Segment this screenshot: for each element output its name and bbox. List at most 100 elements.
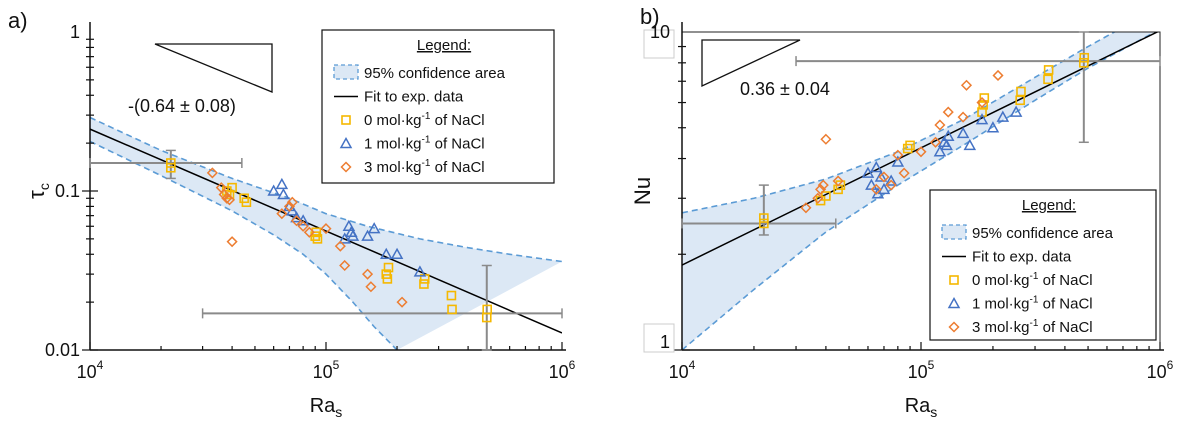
data-point <box>283 200 296 212</box>
data-point <box>817 179 829 191</box>
band-lower-edge <box>90 140 398 350</box>
y-tick-label-box <box>643 29 675 59</box>
data-point <box>1079 58 1089 68</box>
legend-marker-s1 <box>947 296 961 309</box>
legend-fit-label: Fit to exp. data <box>972 249 1072 266</box>
legend-label-s3: 3 mol·kg-1 of NaCl <box>364 158 485 176</box>
data-point <box>166 158 176 168</box>
data-point <box>960 79 973 91</box>
series-s3 <box>206 167 408 308</box>
legend: Legend: 95% confidence area Fit to exp. da… <box>321 29 555 184</box>
data-point <box>942 106 954 118</box>
data-point <box>979 93 990 103</box>
ticks <box>674 45 1161 351</box>
y-axis-label: Nu <box>630 177 655 205</box>
data-point <box>206 167 218 179</box>
legend-label-s1: 1 mol·kg-1 of NaCl <box>972 295 1093 313</box>
band-upper-edge <box>90 116 562 263</box>
y-axis-label: τc <box>24 183 52 199</box>
x-axis-label: Ras <box>310 395 343 420</box>
data-point <box>383 262 394 273</box>
legend-band-label: 95% confidence area <box>972 225 1114 242</box>
data-point <box>820 133 832 145</box>
panel-label: b) <box>640 4 660 29</box>
legend-fit-label: Fit to exp. data <box>364 89 464 106</box>
data-point <box>1079 52 1090 63</box>
panel-a: a) 104 105 106 0.01 0.1 1 Ras τc -(0.64 ± 0.08) Le… <box>8 8 576 420</box>
data-point <box>874 170 888 182</box>
data-point <box>956 126 970 139</box>
data-point <box>992 69 1004 82</box>
data-point <box>276 208 288 220</box>
slope-label: -(0.64 ± 0.08) <box>128 96 236 116</box>
data-point <box>413 265 427 277</box>
data-point <box>365 281 377 293</box>
x-tick-label: 106 <box>549 358 576 382</box>
data-point <box>898 167 910 179</box>
legend-band-label: 95% confidence area <box>364 65 506 82</box>
slope-triangle-shape <box>701 39 801 88</box>
y-tick-label: 1 <box>70 22 80 42</box>
data-point <box>870 160 883 173</box>
data-point <box>226 236 238 248</box>
data-point <box>884 174 898 186</box>
data-point <box>902 143 913 154</box>
data-point <box>915 146 927 158</box>
band-upper-edge <box>682 32 1117 214</box>
data-point <box>800 202 812 214</box>
legend-label-s0: 0 mol·kg-1 of NaCl <box>364 111 485 129</box>
data-point <box>759 218 769 229</box>
data-point <box>446 290 457 301</box>
data-point <box>303 226 315 238</box>
data-point <box>367 222 381 234</box>
legend-band-swatch <box>941 224 967 240</box>
legend-marker-s1 <box>339 136 353 149</box>
data-point <box>963 138 977 151</box>
data-point <box>832 175 844 187</box>
data-point <box>870 183 882 195</box>
error-bar <box>795 31 1161 144</box>
y-tick-label: 0.1 <box>55 181 80 201</box>
data-point <box>482 304 492 315</box>
legend-title: Legend: <box>417 37 471 54</box>
data-point <box>892 149 904 161</box>
data-point <box>835 180 846 190</box>
data-point <box>759 213 769 223</box>
data-point <box>1043 65 1054 75</box>
data-point <box>975 113 989 125</box>
data-point <box>221 192 233 204</box>
y-tick-label: 0.01 <box>45 340 80 360</box>
data-point <box>419 279 429 289</box>
data-point <box>390 247 404 260</box>
series-s1 <box>861 105 1023 199</box>
data-point <box>933 145 947 157</box>
legend-label-s0: 0 mol·kg-1 of NaCl <box>972 271 1093 289</box>
data-point <box>227 182 237 193</box>
data-point <box>878 171 890 183</box>
data-point <box>286 196 298 208</box>
data-point <box>861 166 875 178</box>
legend-marker-s3 <box>340 161 352 173</box>
legend-label-s1: 1 mol·kg-1 of NaCl <box>364 135 485 153</box>
slope-triangle-shape <box>154 43 273 93</box>
y-tick-label-box <box>643 323 675 353</box>
data-point <box>297 220 309 232</box>
legend-title: Legend: <box>1022 197 1076 214</box>
data-point <box>275 177 289 190</box>
data-point <box>346 229 360 241</box>
data-point <box>996 110 1010 122</box>
legend-marker-s0 <box>341 115 351 125</box>
data-point <box>290 215 303 227</box>
data-point <box>812 192 824 204</box>
x-axis-label: Ras <box>905 395 938 420</box>
data-point <box>957 111 969 123</box>
confidence-band <box>682 32 1157 350</box>
slope-triangle <box>701 39 801 88</box>
legend-marker-s3 <box>948 321 960 333</box>
data-point <box>821 191 831 201</box>
data-point <box>929 136 942 148</box>
data-point <box>905 140 915 151</box>
legend-band-swatch <box>333 64 359 80</box>
x-tick-label: 105 <box>313 358 340 382</box>
data-point <box>447 304 457 315</box>
